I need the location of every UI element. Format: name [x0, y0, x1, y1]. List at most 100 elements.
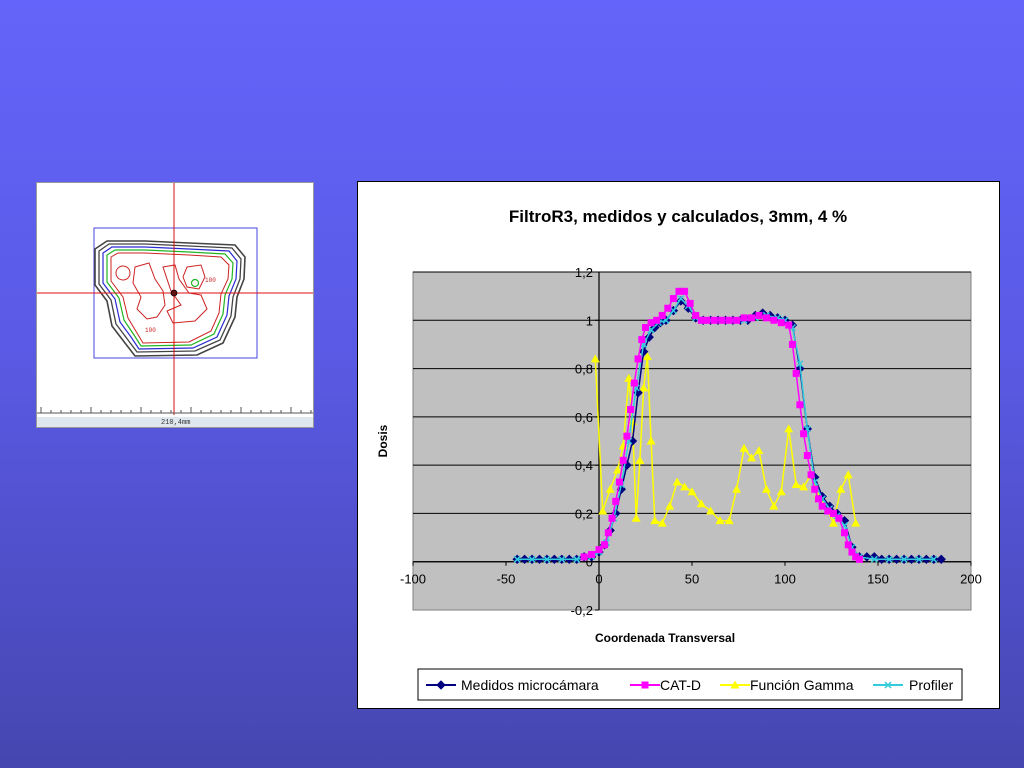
data-point [642, 324, 649, 332]
data-point [657, 518, 667, 527]
data-point [653, 316, 661, 324]
ruler-ticks [40, 407, 312, 413]
data-point [936, 554, 946, 565]
data-point [635, 455, 645, 464]
x-tick-label: 100 [774, 572, 796, 587]
contour-inner-1 [132, 262, 166, 320]
data-point [669, 295, 677, 303]
data-point [650, 516, 660, 525]
data-point [612, 497, 620, 505]
legend-item: Profiler [873, 677, 954, 693]
data-point [696, 499, 706, 508]
y-tick-label: 0,6 [575, 410, 593, 425]
data-point [852, 553, 860, 561]
data-point [598, 506, 608, 515]
data-point [627, 406, 635, 414]
data-point [733, 316, 741, 324]
legend-marker [641, 681, 649, 689]
data-point [796, 401, 804, 409]
data-point [843, 470, 853, 479]
dose-map: 100 100 210,4mm [37, 183, 313, 427]
data-point [870, 555, 878, 563]
data-point [677, 295, 685, 303]
x-tick-label: 150 [867, 572, 889, 587]
thumb-background [37, 183, 313, 427]
data-point [814, 495, 822, 503]
data-point [710, 316, 718, 324]
y-tick-label: 0,4 [575, 458, 593, 473]
data-point [664, 304, 672, 312]
data-point [715, 516, 725, 525]
data-point [623, 432, 631, 440]
legend-marker [436, 680, 446, 690]
data-point [588, 550, 596, 558]
dose-distribution-thumbnail: 100 100 210,4mm [36, 182, 314, 428]
data-point [630, 379, 638, 387]
data-point [658, 311, 666, 319]
data-point [836, 484, 846, 493]
data-point [851, 518, 861, 527]
data-point [558, 555, 566, 563]
plot-background [412, 271, 972, 611]
data-point [697, 316, 705, 324]
data-point [800, 430, 808, 438]
data-point [784, 424, 794, 433]
legend-marker [884, 681, 892, 689]
legend-label: CAT-D [660, 677, 701, 693]
data-point [647, 319, 655, 327]
data-point [681, 287, 689, 295]
data-point [692, 311, 700, 319]
legend-item: Función Gamma [720, 677, 854, 693]
hotspot-marker [190, 278, 200, 288]
data-point [601, 541, 609, 549]
plot-area: -0,2 0 0,2 0,4 0,6 0,8 1 1,2 -100 -50 0 50 100 150 200 [400, 265, 982, 618]
data-point [748, 314, 756, 322]
data-point [613, 465, 623, 474]
data-point [785, 321, 793, 329]
chart-panel: FiltroR3, medidos y calculados, 3mm, 4 %… [357, 181, 1000, 709]
data-point [513, 555, 521, 563]
data-point [672, 477, 682, 486]
data-point [608, 514, 616, 522]
legend-item: CAT-D [630, 677, 701, 693]
data-point [807, 471, 815, 479]
y-tick-label: 1 [586, 313, 593, 328]
data-point [762, 314, 770, 322]
x-tick-label: 50 [685, 572, 699, 587]
data-point [573, 555, 581, 563]
chart-title: FiltroR3, medidos y calculados, 3mm, 4 % [509, 207, 847, 226]
data-point [528, 555, 536, 563]
legend-marker [730, 680, 740, 689]
data-point [869, 552, 879, 562]
data-point [644, 332, 654, 342]
isocenter-icon [170, 289, 178, 297]
y-tick-label: 0,8 [575, 362, 593, 377]
data-point [604, 529, 612, 537]
data-point [647, 326, 655, 334]
data-point [646, 436, 656, 445]
data-point [619, 456, 627, 464]
data-point [930, 555, 938, 563]
data-point [706, 506, 716, 515]
data-point [791, 479, 801, 488]
data-point [792, 369, 800, 377]
dose-profile-chart: FiltroR3, medidos y calculados, 3mm, 4 %… [376, 207, 982, 701]
data-point [818, 502, 826, 510]
data-point [634, 355, 642, 363]
data-point [638, 336, 646, 344]
data-point [915, 555, 923, 563]
data-point [669, 307, 677, 315]
data-point [761, 484, 771, 493]
data-point [724, 516, 734, 525]
data-point [885, 555, 893, 563]
contour-inner-2 [162, 264, 208, 324]
data-point [605, 484, 615, 493]
data-point [703, 316, 711, 324]
data-point [718, 316, 726, 324]
contour-small-circle [115, 265, 131, 281]
data-point [725, 316, 733, 324]
series-1 [580, 287, 863, 563]
contour-inner-3 [182, 264, 206, 290]
legend-label: Profiler [909, 677, 954, 693]
data-point [665, 501, 675, 510]
